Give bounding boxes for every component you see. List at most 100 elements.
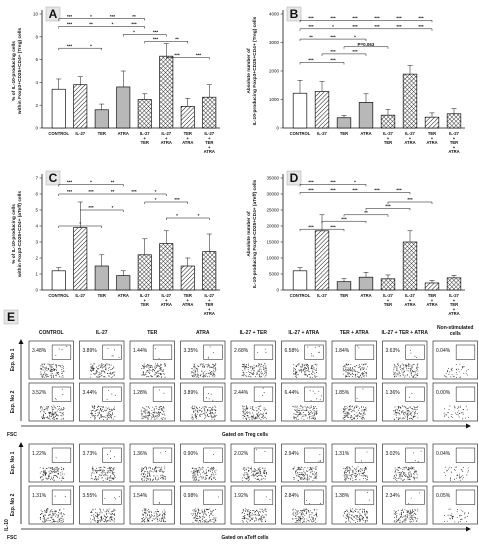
event-dot [253, 416, 255, 417]
gated-event-dot [416, 357, 418, 358]
event-dot [154, 374, 156, 376]
event-dot [194, 472, 196, 474]
event-dot [101, 363, 103, 365]
event-dot [300, 518, 302, 520]
event-dot [263, 469, 265, 471]
event-dot [203, 516, 205, 518]
bar [336, 117, 352, 129]
event-dot [413, 374, 415, 376]
event-dot [350, 370, 351, 372]
event-dot [461, 412, 463, 414]
category-label: IL-27 [161, 293, 171, 298]
event-dot [351, 477, 353, 479]
event-dot [263, 367, 265, 369]
event-dot [297, 468, 299, 470]
event-dot [467, 369, 469, 370]
event-dot [257, 366, 259, 368]
event-dot [247, 412, 248, 414]
event-dot [355, 373, 356, 375]
event-dot [396, 480, 398, 481]
event-dot [194, 476, 196, 478]
event-dot [400, 478, 402, 480]
event-dot [215, 363, 217, 365]
event-dot [43, 514, 45, 516]
event-dot [305, 513, 307, 514]
event-dot [45, 468, 47, 470]
event-dot [102, 517, 104, 519]
event-dot [202, 374, 204, 376]
event-dot [459, 479, 461, 481]
event-dot [394, 406, 396, 408]
panel-label: E [7, 310, 15, 324]
significance-label: *** [330, 224, 336, 229]
event-dot [100, 415, 102, 416]
event-dot [49, 519, 51, 521]
event-dot [300, 478, 302, 480]
event-dot [316, 408, 318, 410]
event-dot [247, 369, 249, 370]
event-dot [56, 514, 58, 516]
event-dot [409, 376, 410, 378]
event-dot [302, 513, 304, 515]
event-dot [99, 410, 101, 412]
event-dot [416, 363, 418, 365]
event-dot [40, 406, 42, 408]
event-dot [161, 466, 163, 468]
event-dot [447, 470, 448, 472]
event-dot [202, 363, 204, 365]
event-dot [97, 517, 99, 519]
event-dot [466, 474, 468, 476]
event-dot [314, 476, 316, 478]
bar [51, 88, 66, 129]
event-dot [353, 374, 355, 375]
event-dot [94, 374, 96, 376]
event-dot [314, 416, 316, 418]
event-dot [399, 519, 401, 521]
event-dot [210, 520, 212, 522]
event-dot [396, 411, 398, 413]
event-dot [156, 512, 158, 514]
event-dot [304, 368, 306, 370]
event-dot [256, 413, 258, 415]
significance-label: * [332, 24, 334, 29]
y-axis-label-line2: IL-10-producing Foxp3-CD25+CD4+ (aTeff) … [252, 179, 258, 288]
category-plus: + [453, 136, 456, 141]
event-dot [196, 472, 198, 473]
event-dot [400, 521, 402, 523]
event-dot [156, 470, 158, 472]
event-dot [365, 468, 367, 470]
event-dot [152, 471, 154, 473]
event-dot [307, 364, 309, 366]
event-dot [113, 408, 115, 410]
significance-label: *** [418, 24, 424, 29]
event-dot [99, 519, 101, 521]
event-dot [198, 471, 200, 473]
event-dot [393, 410, 395, 412]
event-dot [265, 370, 267, 372]
event-dot [312, 365, 314, 367]
column-title: TER + ATRA [340, 330, 369, 336]
event-dot [261, 519, 263, 520]
event-dot [303, 415, 305, 417]
event-dot [193, 371, 195, 373]
event-dot [299, 413, 300, 415]
event-dot [399, 477, 401, 479]
event-dot [153, 468, 155, 469]
event-dot [295, 512, 297, 514]
event-dot [45, 472, 47, 474]
arrow-head [466, 526, 471, 532]
event-dot [57, 471, 59, 473]
event-dot [245, 419, 247, 420]
event-dot [347, 476, 349, 478]
event-dot [207, 373, 209, 375]
event-dot [399, 513, 401, 515]
event-dot [264, 376, 266, 378]
event-dot [146, 376, 148, 378]
event-dot [296, 521, 298, 523]
dot-plot: 3.35% [180, 340, 226, 380]
event-dot [414, 406, 416, 408]
event-dot [163, 410, 165, 412]
event-dot [113, 508, 115, 510]
significance-label: *** [330, 49, 336, 54]
event-dot [52, 471, 54, 472]
